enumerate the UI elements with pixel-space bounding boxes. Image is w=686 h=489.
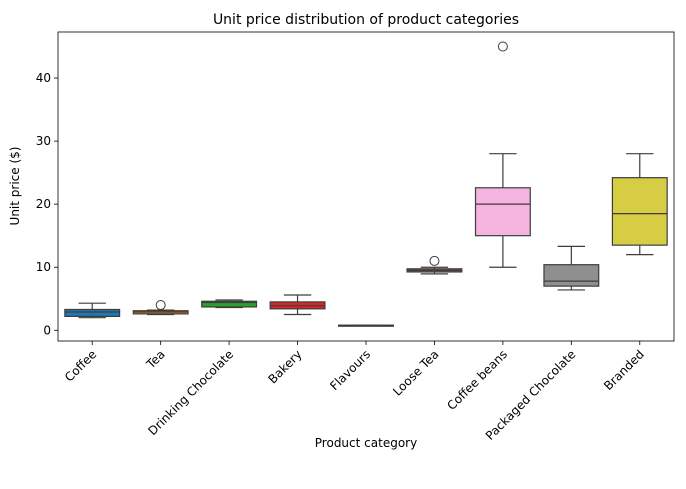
box-bakery	[269, 294, 326, 316]
x-axis-label: Product category	[315, 436, 417, 450]
x-tick-label: Bakery	[265, 347, 304, 386]
y-tick-label: 40	[36, 71, 51, 85]
y-tick-label: 20	[36, 197, 51, 211]
box-packaged-chocolate	[543, 245, 600, 291]
outlier-point	[497, 41, 508, 52]
box-coffee-beans	[474, 41, 531, 268]
chart-title: Unit price distribution of product categ…	[213, 12, 519, 28]
x-tick-label: Flavours	[327, 347, 373, 393]
outlier-point	[429, 255, 440, 266]
iqr-box	[64, 308, 121, 318]
box-tea	[132, 300, 189, 316]
box-drinking-chocolate	[201, 299, 258, 309]
box-flavours	[338, 324, 394, 327]
iqr-box	[611, 177, 668, 246]
x-tick-label: Loose Tea	[390, 347, 441, 398]
x-tick-label: Tea	[143, 347, 168, 372]
iqr-box	[201, 300, 258, 308]
y-axis-label: Unit price ($)	[8, 147, 22, 226]
y-tick-label: 30	[36, 134, 51, 148]
y-tick-label: 10	[36, 260, 51, 274]
box-coffee	[64, 302, 121, 319]
iqr-box	[474, 187, 531, 237]
y-axis: 0 10 20 30 40	[36, 71, 58, 337]
box-branded	[611, 153, 668, 256]
x-tick-label: Coffee beans	[444, 347, 510, 413]
y-tick-label: 0	[43, 323, 51, 337]
iqr-box	[543, 264, 600, 287]
x-tick-label: Coffee	[62, 347, 99, 384]
plot-frame	[57, 31, 675, 342]
outlier-point	[155, 300, 166, 311]
box-loose-tea	[406, 255, 463, 275]
plot-area	[64, 41, 668, 327]
x-tick-label: Branded	[601, 347, 647, 393]
